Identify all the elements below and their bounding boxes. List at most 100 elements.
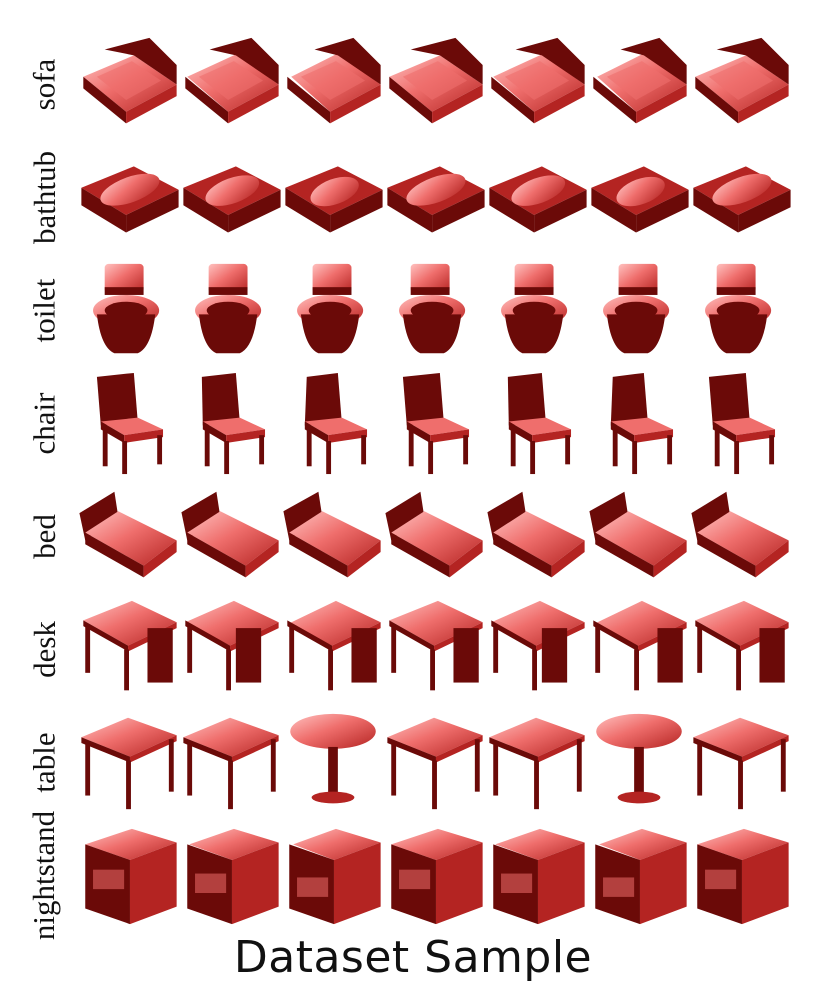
desk-shape xyxy=(185,600,279,691)
row-label-text: desk xyxy=(26,621,62,678)
nightstand-model-render xyxy=(278,823,388,928)
bathtub-model-render xyxy=(380,145,490,250)
desk-shape xyxy=(83,600,177,691)
chair-shape xyxy=(610,372,674,475)
bed-model-render xyxy=(380,484,490,589)
sofa-model-render xyxy=(176,32,286,137)
row-label-nightstand: nightstand xyxy=(22,811,66,940)
sample-row-bathtub: bathtub xyxy=(0,141,826,254)
row-label-text: table xyxy=(26,732,62,793)
sofa-model-render xyxy=(74,32,184,137)
chair-model-render xyxy=(482,371,592,476)
chair-model-render xyxy=(278,371,388,476)
toilet-shape xyxy=(705,263,772,354)
sofa-model-render xyxy=(482,32,592,137)
chair-shape xyxy=(304,372,368,475)
bed-model-render xyxy=(584,484,694,589)
bathtub-shape xyxy=(285,166,383,233)
row-label-table: table xyxy=(22,706,66,819)
sample-row-bed: bed xyxy=(0,480,826,593)
nightstand-shape xyxy=(595,828,687,925)
table-model-render xyxy=(482,710,592,815)
bed-shape xyxy=(691,491,789,578)
bed-shape xyxy=(385,491,483,578)
table-shape xyxy=(290,713,376,804)
bed-model-render xyxy=(686,484,796,589)
row-label-toilet: toilet xyxy=(22,254,66,367)
table-model-render xyxy=(686,710,796,815)
nightstand-model-render xyxy=(584,823,694,928)
toilet-model-render xyxy=(176,258,286,363)
toilet-shape xyxy=(93,263,160,354)
row-label-text: chair xyxy=(26,392,62,455)
desk-model-render xyxy=(74,597,184,702)
table-shape xyxy=(489,717,585,810)
sample-row-toilet: toilet xyxy=(0,254,826,367)
bed-shape xyxy=(79,491,177,578)
nightstand-shape xyxy=(391,828,483,925)
figure-caption: Dataset Sample xyxy=(233,932,593,983)
sofa-model-render xyxy=(584,32,694,137)
nightstand-model-render xyxy=(482,823,592,928)
table-shape xyxy=(81,717,177,810)
desk-model-render xyxy=(482,597,592,702)
bed-model-render xyxy=(176,484,286,589)
desk-shape xyxy=(389,600,483,691)
chair-shape xyxy=(708,372,776,475)
bed-shape xyxy=(589,491,687,578)
nightstand-model-render xyxy=(686,823,796,928)
bed-shape xyxy=(283,491,381,578)
bed-model-render xyxy=(278,484,388,589)
sofa-shape xyxy=(185,37,279,124)
chair-shape xyxy=(201,372,266,475)
toilet-shape xyxy=(195,263,262,354)
sofa-shape xyxy=(287,37,381,124)
chair-model-render xyxy=(380,371,490,476)
nightstand-shape xyxy=(697,828,789,925)
row-label-chair: chair xyxy=(22,367,66,480)
bathtub-model-render xyxy=(686,145,796,250)
bathtub-model-render xyxy=(74,145,184,250)
chair-model-render xyxy=(74,371,184,476)
desk-shape xyxy=(491,600,585,691)
table-model-render xyxy=(176,710,286,815)
bed-model-render xyxy=(74,484,184,589)
row-label-sofa: sofa xyxy=(22,28,66,141)
sample-row-sofa: sofa xyxy=(0,28,826,141)
table-shape xyxy=(387,717,483,810)
bathtub-shape xyxy=(489,166,587,233)
nightstand-model-render xyxy=(380,823,490,928)
bathtub-model-render xyxy=(278,145,388,250)
row-label-text: toilet xyxy=(26,278,62,343)
toilet-shape xyxy=(501,263,568,354)
sample-row-desk: desk xyxy=(0,593,826,706)
sofa-shape xyxy=(593,37,687,124)
table-model-render xyxy=(74,710,184,815)
toilet-shape xyxy=(603,263,670,354)
row-label-bed: bed xyxy=(22,480,66,593)
sample-row-nightstand: nightstand xyxy=(0,811,826,940)
chair-model-render xyxy=(176,371,286,476)
bed-shape xyxy=(181,491,279,578)
desk-model-render xyxy=(686,597,796,702)
bathtub-shape xyxy=(591,166,689,233)
sofa-shape xyxy=(695,37,789,124)
toilet-shape xyxy=(399,263,466,354)
toilet-model-render xyxy=(380,258,490,363)
toilet-model-render xyxy=(74,258,184,363)
bathtub-shape xyxy=(387,166,485,233)
desk-model-render xyxy=(176,597,286,702)
bed-model-render xyxy=(482,484,592,589)
desk-model-render xyxy=(380,597,490,702)
row-label-text: bathtub xyxy=(26,151,62,244)
toilet-model-render xyxy=(482,258,592,363)
desk-model-render xyxy=(584,597,694,702)
desk-shape xyxy=(695,600,789,691)
sofa-shape xyxy=(491,37,585,124)
toilet-model-render xyxy=(278,258,388,363)
row-label-text: nightstand xyxy=(26,810,62,941)
table-model-render xyxy=(278,710,388,815)
nightstand-shape xyxy=(187,828,279,925)
sofa-shape xyxy=(83,37,177,124)
